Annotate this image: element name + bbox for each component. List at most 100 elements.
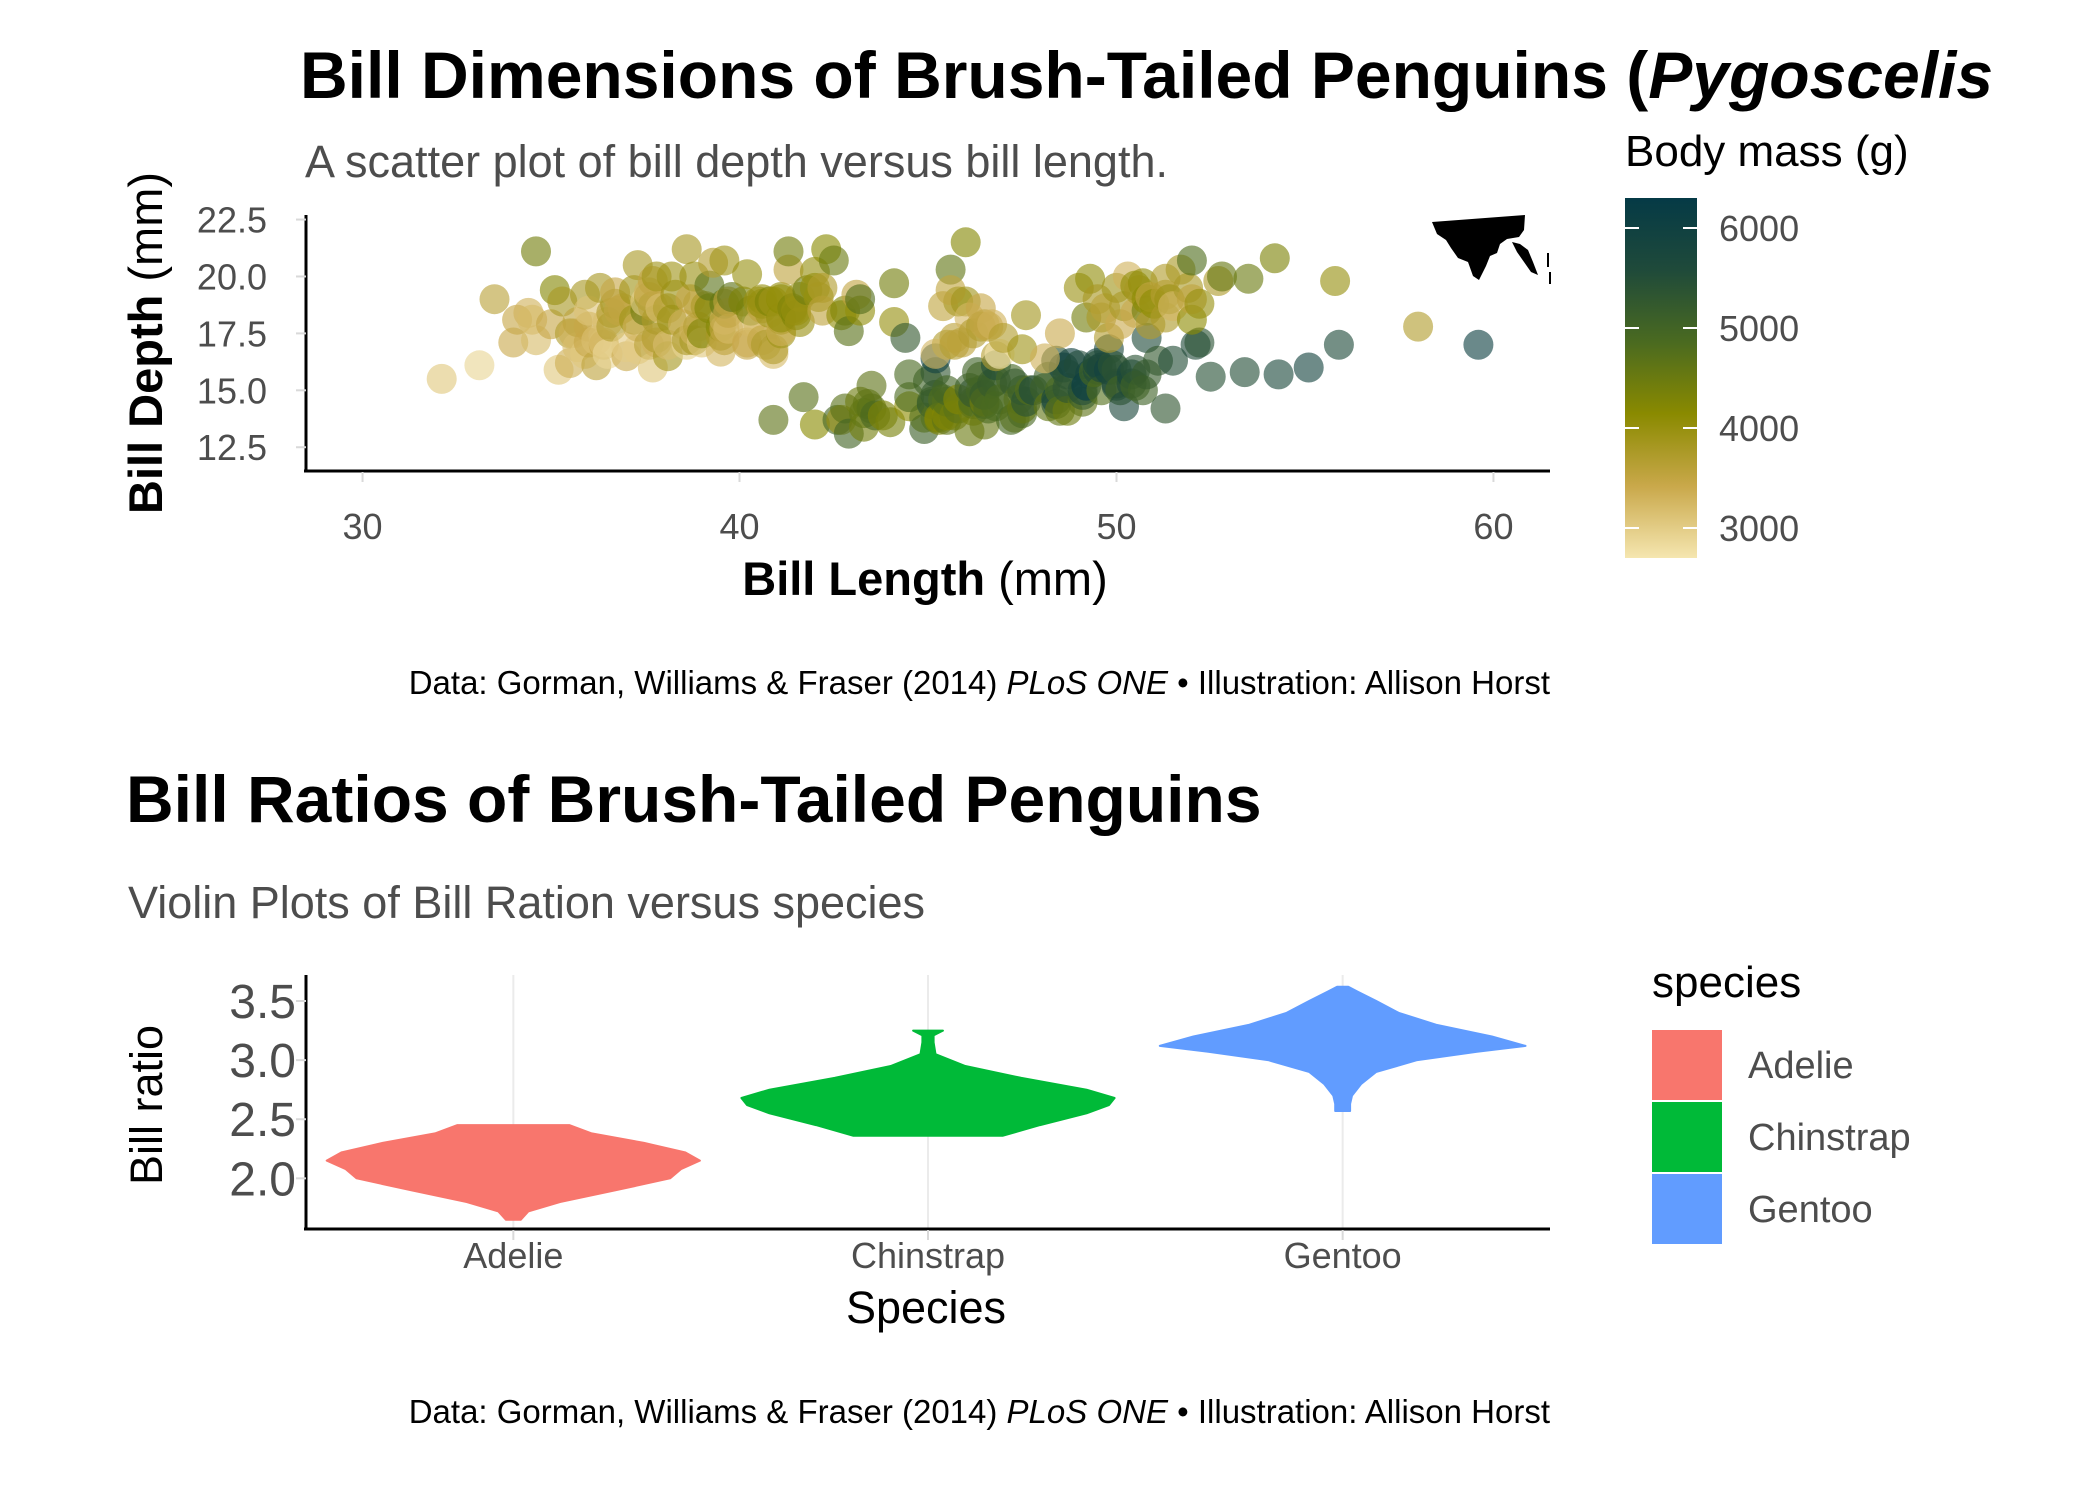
violin-y-tick-label: 2.0 (229, 1153, 296, 1206)
scatter-point (773, 236, 804, 267)
scatter-x-axis-label-bold: Bill Length (742, 552, 985, 605)
scatter-point (426, 363, 457, 394)
violin-subtitle: Violin Plots of Bill Ration versus speci… (128, 877, 925, 928)
violin-x-tick-label: Chinstrap (851, 1235, 1005, 1276)
scatter-point (1011, 300, 1041, 331)
scatter-point (1176, 245, 1207, 276)
scatter-x-axis-label-unit: (mm) (985, 552, 1108, 605)
scatter-point (1029, 343, 1060, 374)
violin-caption-source: Data: Gorman, Williams & Fraser (2014) (409, 1393, 1007, 1430)
species-legend-label: Chinstrap (1748, 1117, 1911, 1159)
scatter-point (935, 254, 966, 285)
scatter-subtitle: A scatter plot of bill depth versus bill… (305, 136, 1168, 187)
scatter-point (732, 259, 763, 290)
scatter-point (479, 284, 510, 315)
scatter-points (426, 227, 1494, 449)
scatter-point (1150, 393, 1181, 424)
species-legend-label: Gentoo (1748, 1189, 1873, 1231)
species-legend-items: Adelie Chinstrap Gentoo (1652, 1030, 1911, 1244)
scatter-point (1403, 311, 1434, 342)
scatter-point (1463, 329, 1494, 360)
scatter-y-tick-label: 12.5 (197, 427, 267, 468)
scatter-point (856, 370, 887, 401)
scatter-y-axis-label-unit: (mm) (119, 172, 172, 295)
scatter-point (1207, 261, 1237, 292)
scatter-caption-source: Data: Gorman, Williams & Fraser (2014) (409, 664, 1007, 701)
scatter-point (818, 245, 849, 276)
scatter-point (845, 284, 876, 315)
scatter-x-tick-label: 40 (719, 506, 759, 547)
scatter-x-tick-label: 50 (1096, 506, 1136, 547)
violin-caption-journal: PLoS ONE (1007, 1393, 1169, 1430)
scatter-point (1323, 329, 1354, 360)
scatter-y-tick-label: 20.0 (197, 256, 267, 297)
scatter-point (890, 322, 921, 353)
body-mass-legend-title: Body mass (g) (1625, 127, 1909, 176)
violin-chart: Bill Ratios of Brush-Tailed Penguins Vio… (121, 762, 1911, 1430)
scatter-caption-credit: • Illustration: Allison Horst (1168, 664, 1550, 701)
scatter-point (1158, 345, 1188, 376)
scatter-point (1263, 359, 1294, 390)
scatter-title: Bill Dimensions of Brush-Tailed Penguins… (300, 38, 1993, 112)
scatter-x-axis-label: Bill Length (mm) (742, 552, 1107, 605)
scatter-point (784, 307, 815, 337)
violin-x-tick-label: Gentoo (1284, 1235, 1402, 1276)
scatter-y-tick-label: 15.0 (197, 370, 267, 411)
scatter-point (498, 327, 529, 358)
scatter-point (1320, 266, 1351, 296)
species-legend-key-adelie (1652, 1030, 1722, 1100)
violin-chinstrap (740, 1029, 1116, 1137)
scatter-point (758, 404, 789, 435)
scatter-point (799, 409, 830, 440)
violin-adelie (325, 1124, 701, 1221)
colorbar-tick-label: 4000 (1719, 408, 1799, 449)
violin-caption: Data: Gorman, Williams & Fraser (2014) P… (409, 1393, 1550, 1430)
scatter-point (1259, 243, 1290, 274)
scatter-point (1195, 361, 1226, 392)
scatter-point (1233, 263, 1264, 294)
species-legend-label: Adelie (1748, 1045, 1854, 1087)
species-legend: species Adelie Chinstrap Gentoo (1652, 958, 1911, 1244)
scatter-title-italic: Pygoscelis (1648, 38, 1993, 112)
scatter-point (521, 236, 551, 267)
scatter-point (1293, 352, 1324, 383)
violin-caption-credit: • Illustration: Allison Horst (1168, 1393, 1550, 1430)
scatter-title-main: Bill Dimensions of Brush-Tailed Penguins… (300, 38, 1648, 112)
scatter-point (464, 350, 495, 381)
scatter-chart: Bill Dimensions of Brush-Tailed Penguins… (119, 38, 1993, 701)
violin-y-tick-label: 3.5 (229, 976, 296, 1029)
scatter-point (788, 382, 819, 413)
scatter-point (547, 286, 578, 317)
scatter-point (1229, 357, 1260, 388)
scatter-y-tick-label: 22.5 (197, 200, 267, 241)
scatter-caption: Data: Gorman, Williams & Fraser (2014) P… (409, 664, 1550, 701)
violin-gentoo (1158, 985, 1527, 1112)
penguin-illustration (1432, 215, 1551, 284)
violin-x-ticks: Adelie Chinstrap Gentoo (463, 1230, 1402, 1276)
scatter-y-axis-label-bold: Bill Depth (119, 295, 172, 514)
violin-y-axis-label: Bill ratio (121, 1025, 172, 1185)
scatter-point (709, 245, 740, 276)
scatter-point (879, 268, 910, 299)
scatter-point (1044, 318, 1075, 349)
colorbar-tick-label: 5000 (1719, 308, 1799, 349)
violin-title: Bill Ratios of Brush-Tailed Penguins (126, 762, 1262, 836)
scatter-y-tick-label: 17.5 (197, 313, 267, 354)
violin-x-axis-label: Species (846, 1282, 1006, 1333)
body-mass-colorbar (1625, 198, 1697, 558)
scatter-point (671, 234, 702, 265)
scatter-caption-journal: PLoS ONE (1007, 664, 1169, 701)
scatter-point (950, 227, 981, 258)
colorbar-tick-label: 6000 (1719, 208, 1799, 249)
violin-y-tick-label: 3.0 (229, 1035, 296, 1088)
scatter-x-ticks: 30 40 50 60 (343, 472, 1513, 547)
body-mass-legend: Body mass (g) 3000 4000 5000 6000 (1625, 127, 1909, 558)
scatter-x-tick-label: 30 (343, 506, 383, 547)
scatter-y-axis-label: Bill Depth (mm) (119, 172, 172, 514)
species-legend-key-chinstrap (1652, 1102, 1722, 1172)
violin-x-tick-label: Adelie (463, 1235, 563, 1276)
scatter-point (1184, 327, 1215, 358)
scatter-point (807, 272, 838, 303)
body-mass-colorbar-ticks: 3000 4000 5000 6000 (1625, 208, 1799, 549)
